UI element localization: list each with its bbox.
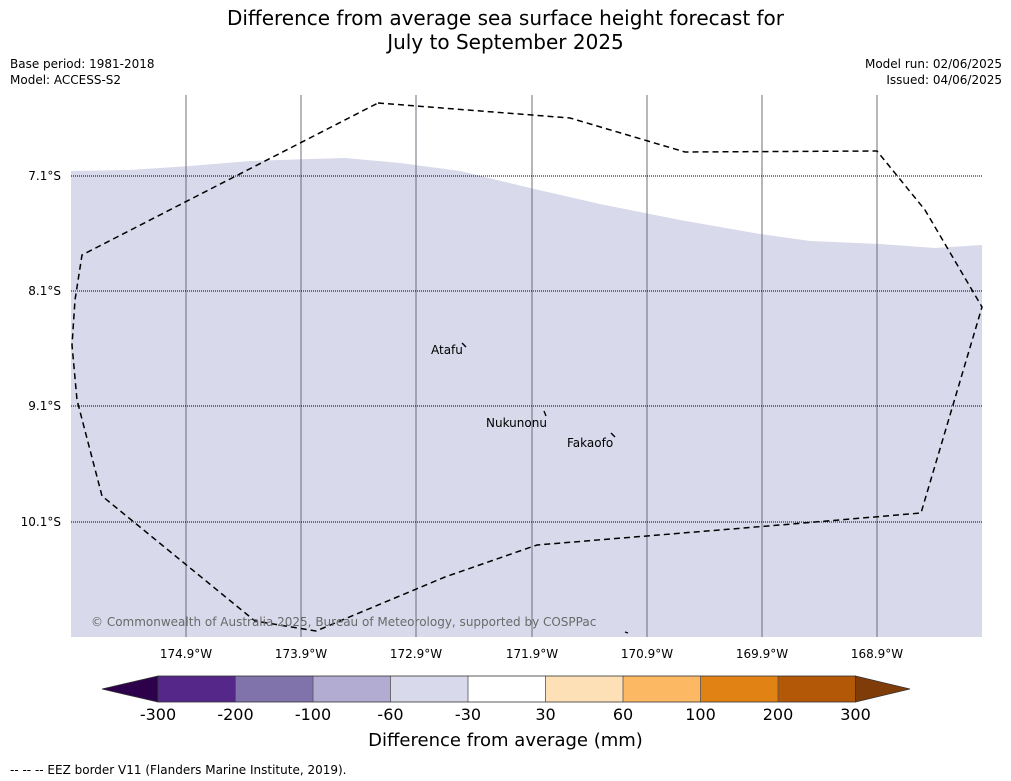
colorbar-bin xyxy=(623,676,701,702)
colorbar-bin xyxy=(468,676,546,702)
colorbar-tick-label: -30 xyxy=(454,705,482,724)
place-label-fakaofo: Fakaofo xyxy=(567,436,613,450)
colorbar-tick-label: 30 xyxy=(535,705,556,724)
map-title-line-1: Difference from average sea surface heig… xyxy=(226,6,785,30)
lat-label: 8.1°S xyxy=(28,284,61,298)
colorbar-tick-label: 300 xyxy=(840,705,871,724)
island-outlines xyxy=(461,342,629,634)
lat-label: 7.1°S xyxy=(28,169,61,183)
lon-label: 172.9°W xyxy=(389,647,443,661)
colorbar-bin xyxy=(545,676,623,702)
model-run: Model run: 02/06/2025 xyxy=(864,57,1002,71)
lon-label: 168.9°W xyxy=(850,647,904,661)
lat-label: 10.1°S xyxy=(20,515,61,529)
colorbar-tick-label: -300 xyxy=(139,705,177,724)
eez-border xyxy=(71,102,983,632)
lat-label: 9.1°S xyxy=(28,399,61,413)
colorbar-bin xyxy=(235,676,313,702)
anomaly-fill-region xyxy=(71,158,982,637)
issued-date: Issued: 04/06/2025 xyxy=(886,73,1002,87)
nukunonu-island-shape xyxy=(543,410,547,417)
colorbar-frame xyxy=(157,675,856,703)
copyright-notice: © Commonwealth of Australia 2025, Bureau… xyxy=(91,615,596,629)
atafu-island-shape xyxy=(461,342,467,348)
colorbar-bin xyxy=(778,676,856,702)
colorbar-tick-label: 60 xyxy=(612,705,634,724)
place-label-atafu: Atafu xyxy=(431,343,463,357)
map-title: Difference from average sea surface heig… xyxy=(0,6,1011,54)
colorbar-tick-label: -60 xyxy=(377,705,404,724)
small-islet-shape xyxy=(624,631,629,634)
colorbar-tick-label: 200 xyxy=(762,705,794,724)
map-title-line-2: July to September 2025 xyxy=(387,30,624,54)
lon-label: 170.9°W xyxy=(620,647,674,661)
lon-label: 171.9°W xyxy=(505,647,559,661)
colorbar-bin xyxy=(313,676,391,702)
lon-label: 173.9°W xyxy=(274,647,328,661)
colorbar-bin xyxy=(390,676,468,702)
colorbar-tick-label: -100 xyxy=(294,705,332,724)
fakaofo-island-shape xyxy=(610,432,616,438)
colorbar xyxy=(101,675,911,703)
colorbar-over-arrow xyxy=(855,675,911,703)
colorbar-bin xyxy=(700,676,778,702)
meta-left: Base period: 1981-2018 Model: ACCESS-S2 xyxy=(10,56,155,88)
colorbar-title: Difference from average (mm) xyxy=(368,730,643,751)
lon-label: 169.9°W xyxy=(735,647,789,661)
longitude-gridlines xyxy=(185,95,878,637)
colorbar-bin xyxy=(158,676,236,702)
eez-footnote: -- -- -- EEZ border V11 (Flanders Marine… xyxy=(10,763,347,777)
colorbar-under-arrow xyxy=(101,675,159,703)
base-period: Base period: 1981-2018 xyxy=(10,57,155,71)
colorbar-tick-label: -200 xyxy=(217,705,254,724)
lon-label: 174.9°W xyxy=(159,647,213,661)
model-name: Model: ACCESS-S2 xyxy=(10,73,122,87)
meta-right: Model run: 02/06/2025 Issued: 04/06/2025 xyxy=(865,56,1002,88)
colorbar-tick-label: 100 xyxy=(685,705,716,724)
place-label-nukunonu: Nukunonu xyxy=(486,416,547,430)
